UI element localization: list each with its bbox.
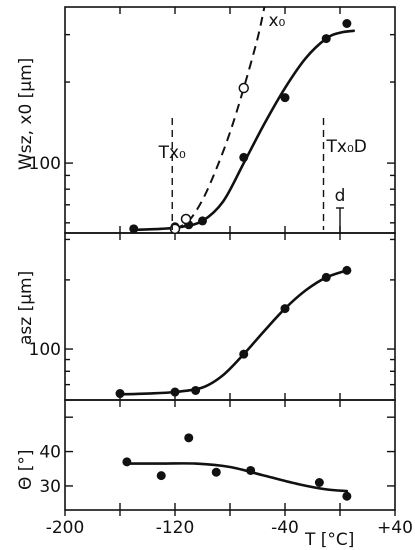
data-point-wsz bbox=[239, 152, 249, 162]
fit-curve-x0 bbox=[174, 6, 266, 230]
data-point-wsz bbox=[129, 224, 139, 234]
annotation-d: d bbox=[335, 186, 346, 206]
data-point-wsz bbox=[342, 18, 352, 28]
data-point-θ bbox=[122, 457, 132, 467]
data-point-wsz bbox=[321, 34, 331, 44]
data-point-x0 bbox=[238, 82, 249, 94]
data-point-asz bbox=[170, 387, 180, 397]
fit-curve-wsz bbox=[132, 29, 356, 232]
panel-1-frame bbox=[64, 6, 396, 234]
fit-curves bbox=[118, 6, 356, 493]
data-point-θ bbox=[342, 491, 352, 501]
x-tick-label: -120 bbox=[156, 518, 195, 538]
y-tick-label: 100 bbox=[29, 154, 61, 174]
tick-labels: 100 100 30 40 -200 -120 -40 +40 bbox=[29, 154, 413, 538]
axis-ticks bbox=[64, 7, 396, 516]
data-point-θ bbox=[246, 465, 256, 475]
x-axis-label: T [°C] bbox=[304, 530, 354, 550]
data-point-θ bbox=[211, 467, 221, 477]
x-tick-label: +40 bbox=[377, 518, 413, 538]
data-point-asz bbox=[191, 385, 201, 395]
annotation-x0-curve: x₀ bbox=[269, 11, 286, 31]
y-axis-label-theta: Θ [°] bbox=[16, 449, 36, 490]
data-point-θ bbox=[184, 433, 194, 443]
data-point-asz bbox=[321, 272, 331, 282]
y-tick-label: 40 bbox=[39, 443, 61, 463]
fit-curve-asz bbox=[118, 269, 349, 396]
data-point-asz bbox=[239, 349, 249, 359]
data-point-wsz bbox=[198, 216, 207, 226]
x-tick-label: -40 bbox=[271, 518, 299, 538]
y-tick-label: 100 bbox=[29, 340, 61, 360]
data-point-θ bbox=[314, 478, 324, 487]
data-point-asz bbox=[280, 304, 290, 314]
data-point-x0 bbox=[180, 213, 192, 225]
y-tick-label: 30 bbox=[39, 477, 61, 497]
data-points bbox=[115, 18, 352, 501]
x-tick-label: -200 bbox=[46, 518, 85, 538]
data-point-θ bbox=[156, 471, 166, 481]
data-point-asz bbox=[342, 265, 352, 275]
y-axis-label-asz: asz [μm] bbox=[16, 271, 36, 345]
data-point-wsz bbox=[280, 93, 290, 103]
annotation-tx0: Tx₀ bbox=[158, 143, 186, 163]
annotation-tx0d: Tx₀D bbox=[326, 137, 367, 157]
d-scale-bar bbox=[336, 207, 344, 232]
data-point-asz bbox=[115, 389, 125, 399]
y-axis-label-wsz: Wsz, x0 [μm] bbox=[16, 58, 36, 170]
panel-2-frame bbox=[64, 232, 396, 401]
